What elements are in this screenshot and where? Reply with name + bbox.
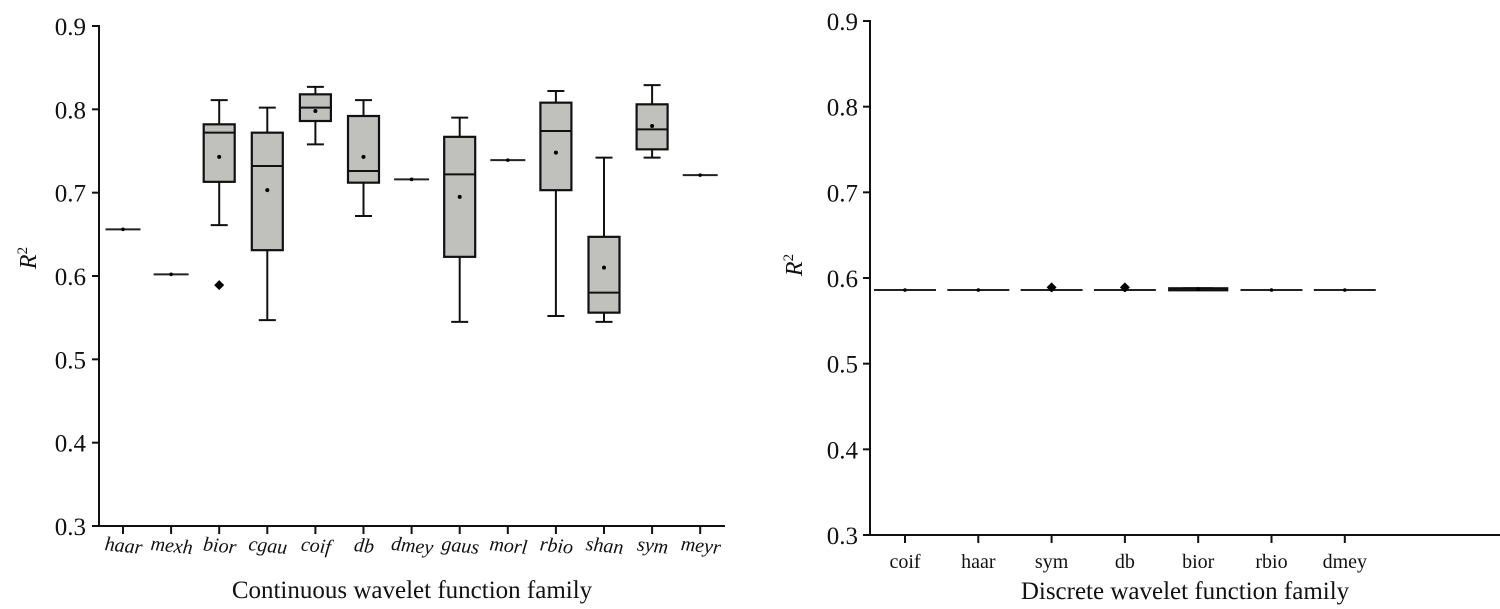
box-sym — [635, 84, 669, 159]
x-tick-label: dmey — [1323, 551, 1367, 573]
box-coif — [298, 85, 332, 146]
x-tick-label: gaus — [440, 533, 480, 559]
y-tick-label: 0.9 — [55, 14, 86, 41]
mean-marker — [553, 150, 558, 155]
box-meyr — [682, 173, 718, 177]
outlier-marker — [1119, 282, 1130, 293]
y-tick-label: 0.9 — [827, 9, 858, 36]
discrete-wavelet-panel: 0.3 0.4 0.5 0.6 0.7 0.8 0.9 R2 Discrete wavelet … — [781, 9, 1500, 605]
y-axis-title-superscript: 2 — [781, 254, 797, 262]
box-haar — [105, 227, 141, 232]
box-db — [346, 99, 381, 217]
y-tick-label: 0.5 — [827, 352, 858, 379]
x-tick-label: db — [1115, 551, 1135, 573]
mean-marker — [121, 227, 125, 232]
continuous-wavelet-panel: 0.3 0.4 0.5 0.6 0.7 0.8 0.9 R2 Continuous wavele… — [15, 14, 725, 604]
x-tick-label: sym — [1035, 551, 1069, 573]
mean-marker — [409, 177, 414, 182]
y-axis-title: R2 — [781, 254, 808, 277]
y-tick-label: 0.6 — [827, 266, 858, 293]
box-bior — [202, 99, 236, 291]
mean-marker — [265, 188, 270, 193]
x-tick-label: haar — [961, 551, 996, 573]
x-axis-title: Continuous wavelet function family — [232, 577, 593, 604]
outlier-marker — [214, 280, 225, 291]
x-tick-label: morl — [488, 533, 528, 559]
x-tick-label: db — [353, 534, 375, 558]
x-tick-label: bior — [1182, 551, 1215, 573]
y-tick-label: 0.4 — [55, 431, 87, 458]
y-tick-label: 0.4 — [827, 437, 859, 464]
mean-marker — [457, 194, 462, 199]
mean-marker — [506, 158, 510, 162]
box-bior — [1168, 287, 1229, 292]
mean-marker — [602, 265, 606, 270]
y-axis-title-base: R — [782, 261, 808, 277]
y-tick-label: 0.3 — [55, 514, 86, 541]
x-tick-label: coif — [300, 534, 335, 559]
box-mexh — [153, 272, 189, 277]
mean-marker — [1196, 287, 1201, 292]
iqr-box — [587, 235, 621, 314]
box-rbio — [1240, 288, 1303, 292]
x-tick-label: rbio — [1255, 551, 1287, 573]
y-axis-title-superscript: 2 — [15, 247, 31, 255]
y-axis-title-base: R — [16, 254, 42, 270]
box-sym — [1020, 282, 1083, 293]
iqr-box — [202, 123, 236, 183]
x-tick-label: cgau — [247, 533, 288, 559]
y-tick-label: 0.7 — [827, 180, 858, 207]
x-axis-title: Discrete wavelet function family — [1021, 578, 1350, 605]
x-tick-label: haar — [104, 533, 144, 559]
box-db — [1093, 282, 1156, 293]
x-tick-label: shan — [585, 533, 625, 559]
y-tick-label: 0.7 — [55, 181, 86, 208]
y-tick-label: 0.8 — [827, 95, 858, 122]
mean-marker — [217, 154, 222, 159]
x-tick-label: rbio — [539, 533, 574, 558]
x-tick-label: meyr — [680, 533, 722, 559]
mean-marker — [169, 272, 173, 277]
y-tick-label: 0.6 — [55, 264, 86, 291]
box-coif — [874, 288, 936, 292]
mean-marker — [1343, 288, 1347, 292]
x-tick-label: bior — [202, 533, 238, 558]
iqr-box — [539, 101, 573, 192]
box-rbio — [539, 90, 573, 317]
iqr-box — [443, 135, 477, 258]
y-tick-label: 0.8 — [55, 97, 86, 124]
mean-marker — [976, 288, 981, 292]
iqr-box — [346, 114, 381, 184]
box-shan — [587, 156, 621, 323]
x-tick-label: sym — [636, 533, 669, 558]
x-tick-label: dmey — [390, 533, 434, 559]
mean-marker — [361, 154, 366, 159]
y-tick-label: 0.3 — [827, 523, 858, 550]
box-gaus — [443, 116, 477, 323]
box-dmey — [1313, 288, 1376, 292]
mean-marker — [313, 109, 318, 113]
box-morl — [490, 158, 526, 162]
mean-marker — [698, 173, 702, 177]
y-axis-title: R2 — [15, 247, 42, 270]
y-tick-label: 0.5 — [55, 347, 86, 374]
mean-marker — [1269, 288, 1274, 292]
box-cgau — [250, 106, 284, 322]
box-haar — [947, 288, 1010, 292]
x-tick-label: coif — [889, 551, 920, 573]
mean-marker — [903, 288, 907, 292]
outlier-marker — [1046, 282, 1057, 293]
x-tick-label: mexh — [150, 533, 194, 559]
box-dmey — [394, 177, 430, 182]
mean-marker — [650, 124, 655, 128]
